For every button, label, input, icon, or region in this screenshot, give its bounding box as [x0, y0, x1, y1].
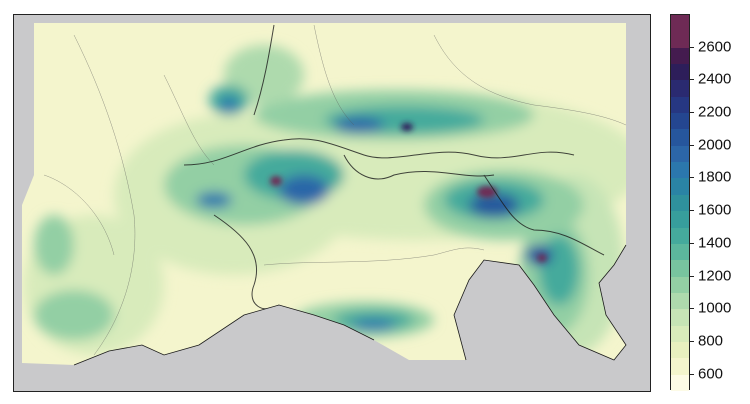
colorbar-bin	[671, 309, 689, 326]
colorbar-bin	[671, 15, 689, 48]
colorbar-bin	[671, 358, 689, 375]
colorbar-bin	[671, 325, 689, 342]
land-area	[22, 23, 626, 365]
colorbar-tick-mark	[690, 242, 694, 244]
colorbar-bin	[671, 162, 689, 179]
colorbar-tick-label: 1200	[698, 267, 732, 285]
colorbar-tick-label: 600	[698, 365, 724, 383]
colorbar-tick-mark	[690, 144, 694, 146]
colorbar-tick-mark	[690, 79, 694, 81]
colorbar-tick-mark	[690, 373, 694, 375]
colorbar-tick-mark	[690, 308, 694, 310]
colorbar-tick-label: 1400	[698, 234, 732, 252]
colorbar-bin	[671, 341, 689, 359]
colorbar-bin	[671, 276, 689, 293]
colorbar-bin	[671, 178, 689, 195]
colorbar-tick-label: 2200	[698, 103, 732, 121]
colorbar-bin	[671, 47, 689, 65]
colorbar-bin	[671, 260, 689, 277]
colorbar-bin	[671, 64, 689, 81]
colorbar-tick-label: 2400	[698, 70, 732, 88]
colorbar-tick-mark	[690, 275, 694, 277]
colorbar-bin	[671, 113, 689, 130]
colorbar-bin	[671, 96, 689, 114]
colorbar-tick-label: 2000	[698, 136, 732, 154]
colorbar-bin	[671, 243, 689, 261]
colorbar-bin	[671, 292, 689, 310]
colorbar-tick-mark	[690, 340, 694, 342]
coastline	[73, 244, 627, 366]
colorbar-tick-label: 2600	[698, 38, 732, 56]
colorbar-bin	[671, 80, 689, 97]
colorbar-tick-label: 1000	[698, 299, 732, 317]
colorbar-bin	[671, 211, 689, 228]
colorbar-tick-label: 1600	[698, 201, 732, 219]
precipitation-map	[13, 14, 651, 392]
colorbar-tick-mark	[690, 46, 694, 48]
colorbar-bin	[671, 374, 689, 391]
colorbar-tick-mark	[690, 210, 694, 212]
colorbar-bin	[671, 194, 689, 212]
colorbar-bin	[671, 129, 689, 146]
colorbar-tick-label: 800	[698, 332, 724, 350]
colorbar-bin	[671, 145, 689, 163]
colorbar-bin	[671, 227, 689, 244]
colorbar	[670, 14, 690, 391]
colorbar-tick-label: 1800	[698, 168, 732, 186]
map-canvas	[14, 15, 650, 391]
colorbar-tick-mark	[690, 177, 694, 179]
colorbar-tick-mark	[690, 112, 694, 114]
